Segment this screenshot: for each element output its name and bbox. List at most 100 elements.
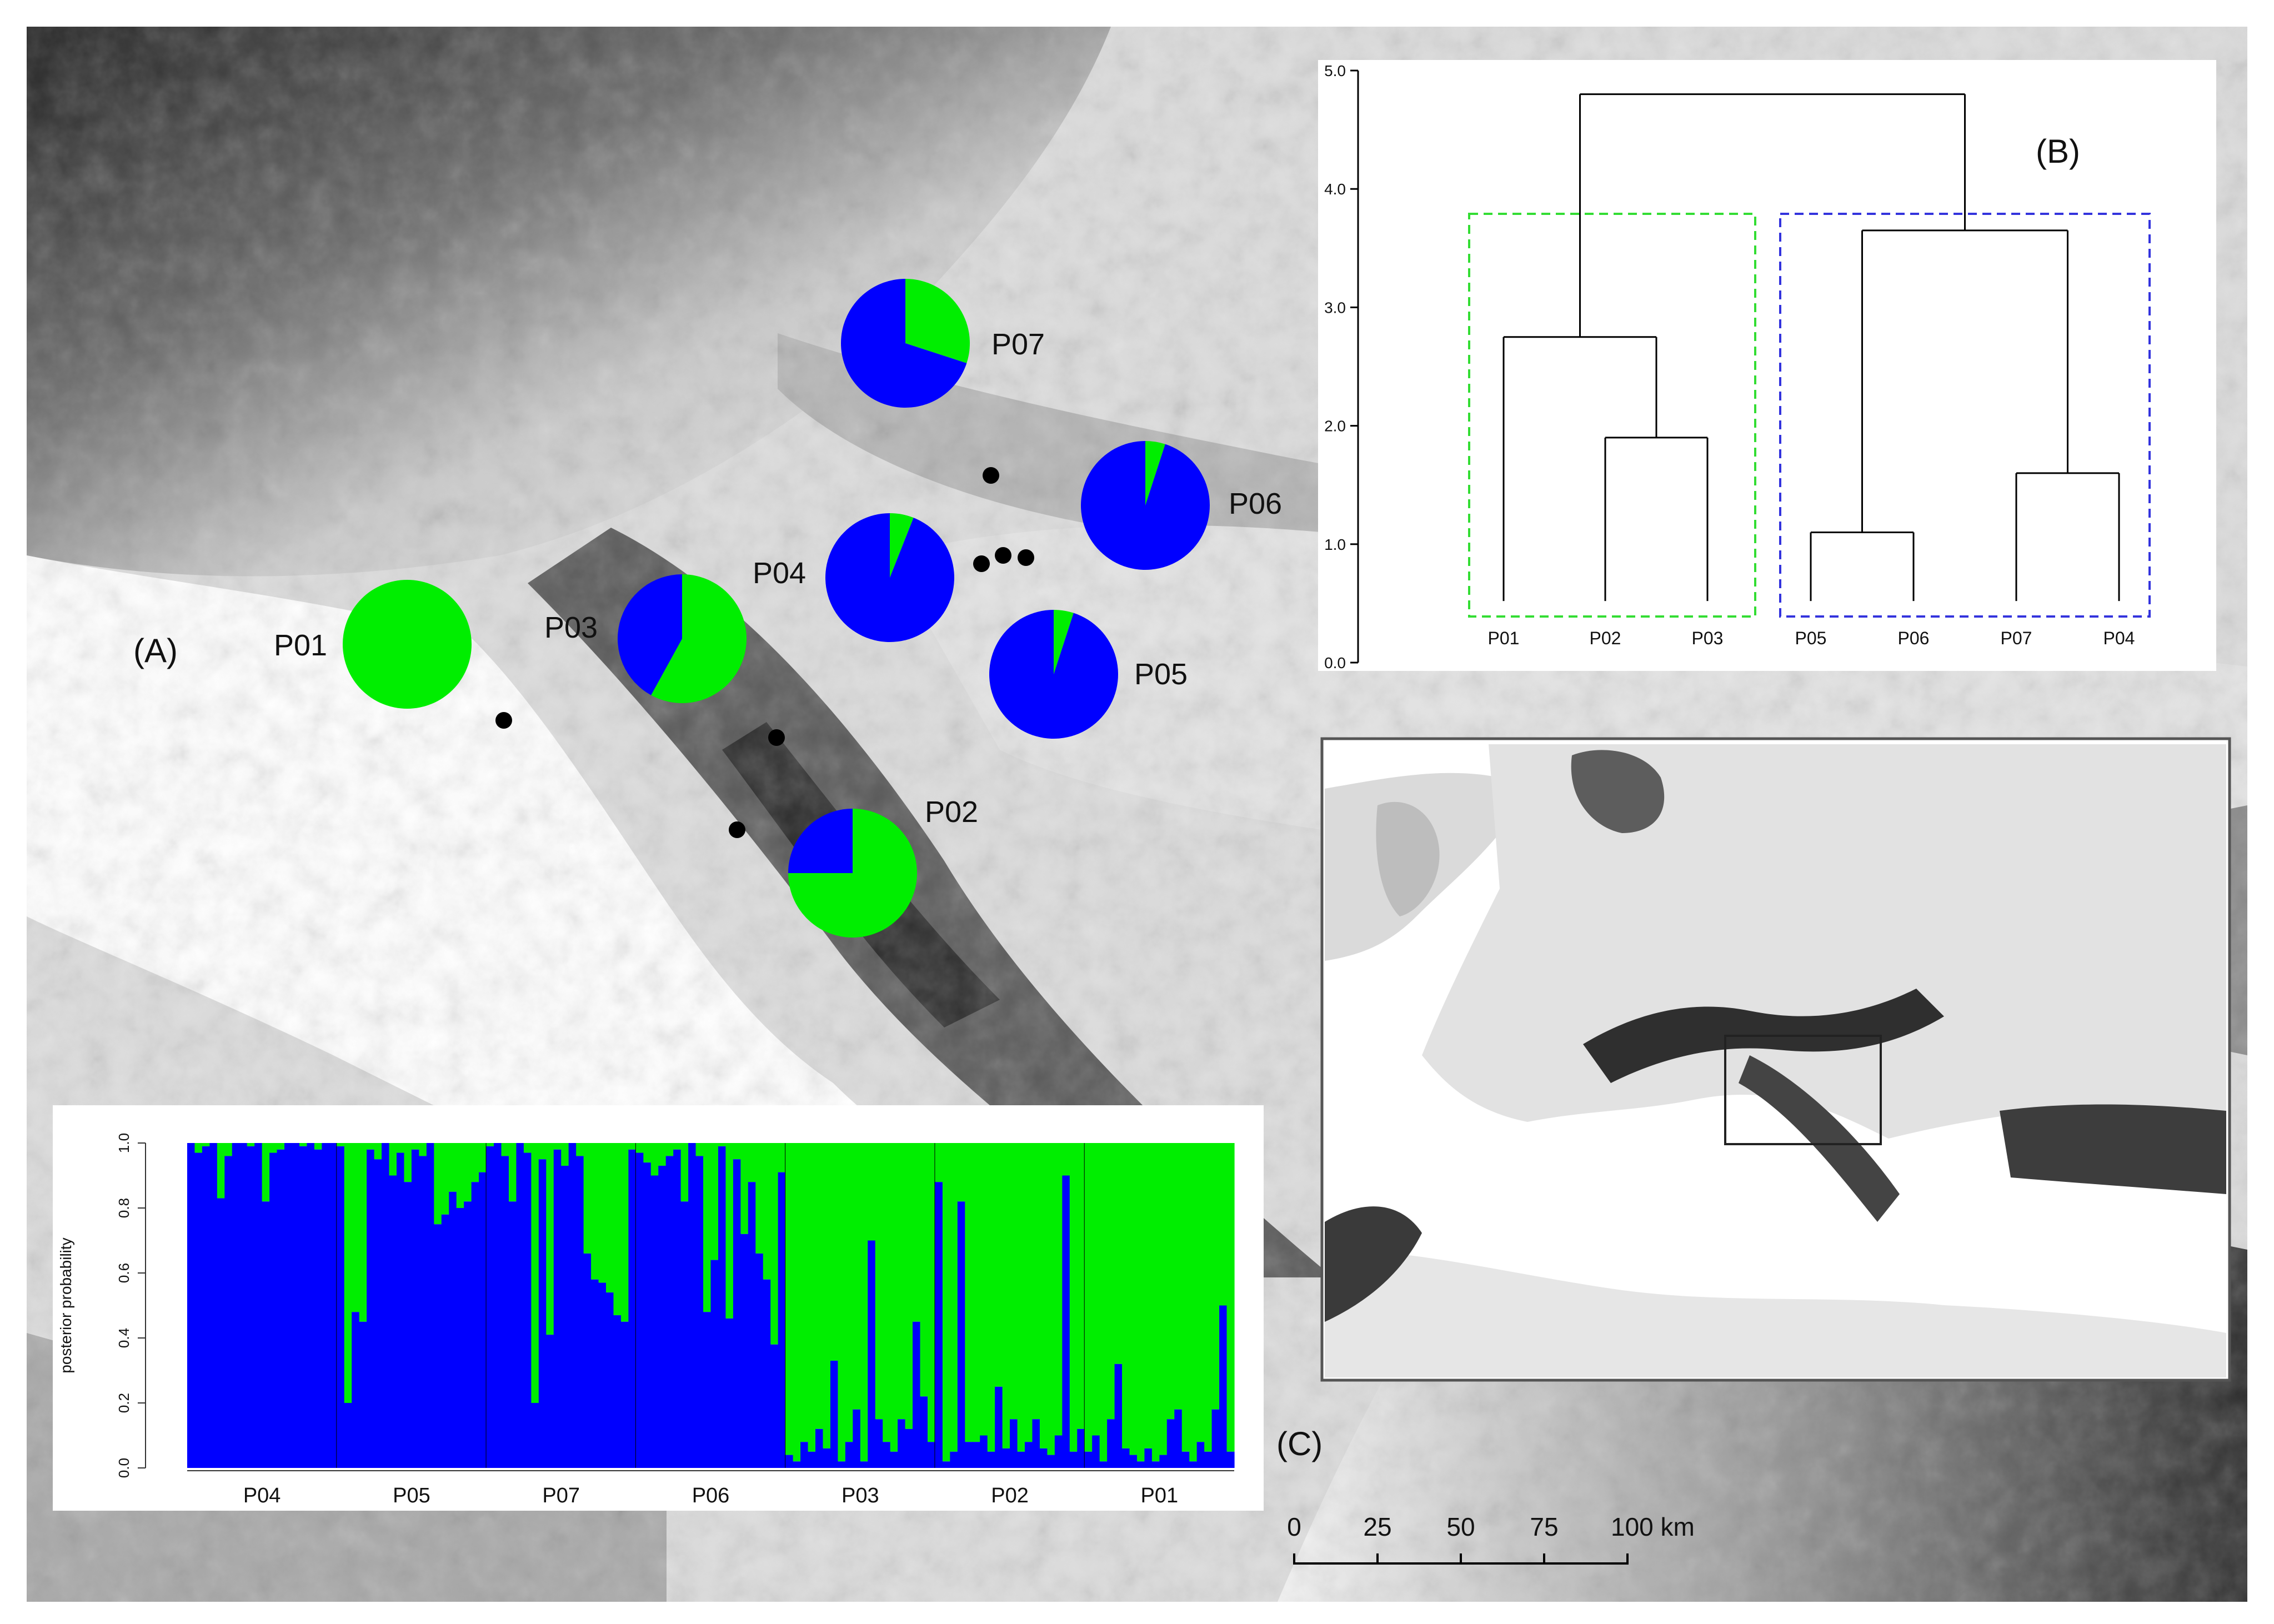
pie-p02: P02: [788, 795, 978, 938]
scale-bar-label: 50: [1446, 1512, 1475, 1541]
scale-bar-label: 25: [1363, 1512, 1391, 1541]
structure-bar-green: [583, 1143, 592, 1254]
structure-bar-blue: [262, 1201, 270, 1468]
dendrogram-background: [1318, 60, 2216, 671]
pie-label: P03: [544, 611, 598, 644]
structure-bar-blue: [1122, 1448, 1130, 1468]
structure-bar-blue: [1144, 1448, 1153, 1468]
structure-bar-blue: [1226, 1451, 1235, 1468]
structure-bar-green: [523, 1143, 532, 1153]
structure-bar-green: [808, 1143, 816, 1452]
structure-bar-green: [1159, 1143, 1168, 1455]
structure-bar-green: [419, 1143, 427, 1156]
structure-bar-green: [905, 1143, 913, 1429]
structure-bar-green: [1174, 1143, 1183, 1410]
structure-bar-blue: [1047, 1455, 1055, 1468]
structure-bar-blue: [778, 1172, 786, 1468]
structure-bar-green: [1129, 1143, 1138, 1455]
structure-bar-green: [247, 1143, 255, 1146]
admixture-pies: P01 P02 P03 P04 P05 P06 P07: [274, 279, 1282, 938]
structure-bar-blue: [464, 1201, 472, 1468]
structure-bar-blue: [247, 1146, 255, 1468]
structure-bar-blue: [980, 1435, 988, 1468]
structure-bar-blue: [1196, 1442, 1205, 1468]
structure-bar-blue: [397, 1152, 405, 1468]
structure-bar-blue: [299, 1146, 308, 1468]
pie-label: P05: [1134, 658, 1188, 691]
structure-bar-green: [314, 1143, 322, 1150]
structure-bar-blue: [307, 1143, 315, 1468]
structure-bar-green: [441, 1143, 449, 1215]
structure-bar-blue: [898, 1419, 906, 1468]
structure-bar-green: [1010, 1143, 1018, 1420]
structure-bar-blue: [883, 1442, 891, 1468]
structure-group-label: P05: [393, 1484, 430, 1507]
blue-cluster-box: [1779, 213, 2151, 618]
structure-y-tick-label: 0.6: [116, 1263, 132, 1283]
structure-bar-blue: [516, 1143, 524, 1468]
structure-bar-green: [202, 1143, 210, 1146]
structure-bar-blue: [853, 1409, 861, 1468]
structure-bar-blue: [239, 1143, 248, 1468]
structure-bar-green: [1136, 1143, 1145, 1462]
structure-bar-green: [838, 1143, 846, 1462]
structure-bar-blue: [643, 1162, 652, 1468]
structure-bar-green: [755, 1143, 764, 1254]
pie-p04: P04: [753, 513, 954, 642]
structure-bar-blue: [868, 1240, 876, 1468]
structure-bar-green: [344, 1143, 352, 1403]
structure-bar-blue: [441, 1214, 449, 1468]
structure-bar-green: [898, 1143, 906, 1420]
structure-bar-blue: [755, 1253, 764, 1468]
structure-bar-green: [374, 1143, 382, 1160]
dendro-y-tick-label: 2.0: [1324, 418, 1346, 435]
structure-bar-blue: [920, 1396, 928, 1468]
structure-bar-blue: [905, 1428, 913, 1468]
structure-bar-green: [576, 1143, 584, 1156]
structure-bar-green: [740, 1143, 749, 1234]
structure-bar-green: [224, 1143, 233, 1156]
structure-bar-blue: [456, 1208, 464, 1468]
structure-bar-blue: [434, 1224, 442, 1468]
pie-p06: P06: [1081, 441, 1282, 570]
structure-bar-blue: [845, 1442, 853, 1468]
structure-bar-blue: [479, 1172, 487, 1468]
sampling-dot: [729, 821, 745, 838]
structure-bar-blue: [486, 1146, 494, 1468]
structure-bar-blue: [538, 1159, 547, 1468]
structure-bar-blue: [665, 1156, 674, 1468]
sampling-dot: [1018, 549, 1034, 566]
structure-bar-blue: [314, 1149, 322, 1468]
structure-bar-blue: [292, 1143, 300, 1468]
structure-bar-green: [1002, 1143, 1010, 1448]
structure-bar-green: [680, 1143, 689, 1202]
structure-bar-green: [434, 1143, 442, 1225]
pie-slice-green: [343, 580, 472, 709]
dendro-leaf-label: P06: [1898, 628, 1930, 648]
structure-bar-blue: [1174, 1409, 1183, 1468]
structure-bar-green: [665, 1143, 674, 1156]
structure-bar-blue: [703, 1312, 712, 1468]
structure-bar-green: [620, 1143, 629, 1322]
panel-label-c: (C): [1276, 1425, 1323, 1462]
structure-bar-blue: [232, 1143, 240, 1468]
structure-bar-blue: [269, 1152, 278, 1468]
structure-bar-green: [725, 1143, 734, 1319]
structure-bar-blue: [1062, 1175, 1070, 1468]
structure-bar-blue: [583, 1253, 592, 1468]
structure-bar-green: [1144, 1143, 1153, 1448]
structure-bar-green: [194, 1143, 203, 1153]
structure-bar-green: [635, 1143, 644, 1153]
panel-label-a: (A): [133, 632, 178, 669]
structure-bar-blue: [523, 1152, 532, 1468]
study-area-box: [1724, 1035, 1882, 1145]
structure-bar-green: [561, 1143, 569, 1166]
structure-bar-blue: [1219, 1305, 1228, 1468]
structure-y-tick-label: 0.8: [116, 1198, 132, 1218]
structure-bar-green: [1039, 1143, 1048, 1448]
structure-bar-blue: [508, 1201, 517, 1468]
structure-bar-green: [913, 1143, 921, 1322]
structure-bar-blue: [367, 1149, 375, 1468]
structure-bar-green: [770, 1143, 779, 1345]
